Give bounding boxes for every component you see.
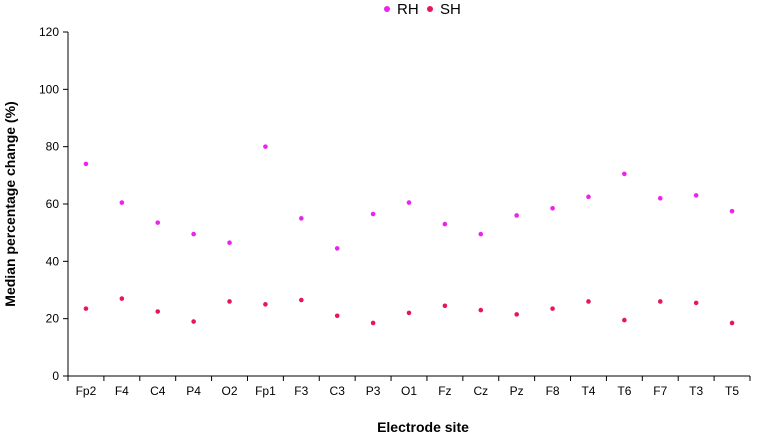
legend-marker-rh — [384, 6, 390, 12]
x-tick-label: Fz — [438, 384, 451, 398]
x-tick-label: T6 — [617, 384, 631, 398]
y-tick-label: 40 — [46, 254, 60, 268]
point-rh — [693, 193, 699, 198]
x-tick-label: P3 — [366, 384, 381, 398]
y-ticks: 0 20 40 60 80 100 120 — [39, 25, 68, 383]
y-tick-label: 20 — [46, 312, 60, 326]
point-sh — [263, 302, 268, 307]
legend: RH SH — [384, 1, 461, 18]
x-tick-label: F4 — [115, 384, 129, 398]
point-sh — [155, 309, 161, 314]
point-sh — [191, 319, 196, 324]
point-rh — [119, 200, 125, 205]
point-rh — [83, 161, 89, 167]
x-tick-label: F3 — [294, 384, 308, 398]
point-rh — [406, 200, 412, 205]
point-sh — [299, 297, 304, 303]
point-sh — [227, 299, 232, 304]
point-sh — [119, 296, 125, 301]
y-tick-label: 120 — [39, 25, 59, 39]
point-rh — [657, 195, 663, 201]
y-axis-title: Median percentage change (%) — [2, 101, 18, 306]
axes: 0 20 40 60 80 100 120 Fp2 F4 C4 P4 O2 Fp1 F3 C3 P3 O1 Fz… — [39, 25, 751, 398]
point-rh — [263, 144, 268, 149]
point-sh — [370, 320, 376, 326]
y-tick-label: 0 — [52, 369, 59, 383]
x-ticks: Fp2 F4 C4 P4 O2 Fp1 F3 C3 P3 O1 Fz Cz Pz F8 T4 T6 F7 T3 T5 — [67, 376, 751, 398]
point-sh — [334, 313, 340, 319]
point-rh — [227, 240, 232, 245]
point-sh — [586, 299, 591, 304]
point-sh — [478, 307, 484, 313]
legend-label-rh: RH — [397, 1, 419, 18]
point-rh — [442, 221, 448, 227]
point-rh — [478, 231, 484, 237]
point-rh — [550, 206, 555, 211]
point-rh — [155, 220, 161, 225]
point-sh — [83, 306, 89, 311]
x-tick-label: Pz — [510, 384, 524, 398]
x-tick-label: T4 — [581, 384, 595, 398]
point-sh — [550, 306, 555, 311]
legend-marker-sh — [427, 6, 433, 12]
point-sh — [514, 312, 519, 317]
point-rh — [729, 208, 735, 214]
x-tick-label: C3 — [330, 384, 346, 398]
legend-label-sh: SH — [440, 1, 461, 18]
point-rh — [622, 171, 627, 177]
x-tick-label: C4 — [150, 384, 166, 398]
point-rh — [370, 211, 376, 217]
x-tick-label: Fp2 — [76, 384, 97, 398]
point-sh — [406, 310, 412, 316]
point-sh — [657, 299, 663, 304]
x-tick-label: Fp1 — [255, 384, 276, 398]
point-rh — [299, 216, 304, 221]
y-tick-label: 80 — [46, 140, 60, 154]
x-tick-label: O2 — [222, 384, 238, 398]
x-tick-label: P4 — [186, 384, 201, 398]
point-sh — [729, 320, 735, 326]
x-tick-label: F8 — [546, 384, 560, 398]
y-tick-label: 100 — [39, 82, 59, 96]
point-rh — [586, 194, 591, 200]
x-tick-label: Cz — [473, 384, 488, 398]
data-points — [83, 144, 735, 326]
point-sh — [693, 300, 699, 306]
point-rh — [334, 246, 340, 251]
y-tick-label: 60 — [46, 197, 60, 211]
point-rh — [191, 231, 196, 237]
x-tick-label: F7 — [653, 384, 667, 398]
x-tick-label: O1 — [401, 384, 417, 398]
x-axis-title: Electrode site — [377, 419, 469, 435]
point-sh — [622, 317, 627, 323]
x-tick-label: T5 — [725, 384, 739, 398]
point-sh — [442, 303, 448, 309]
x-tick-label: T3 — [689, 384, 703, 398]
point-rh — [514, 213, 519, 218]
